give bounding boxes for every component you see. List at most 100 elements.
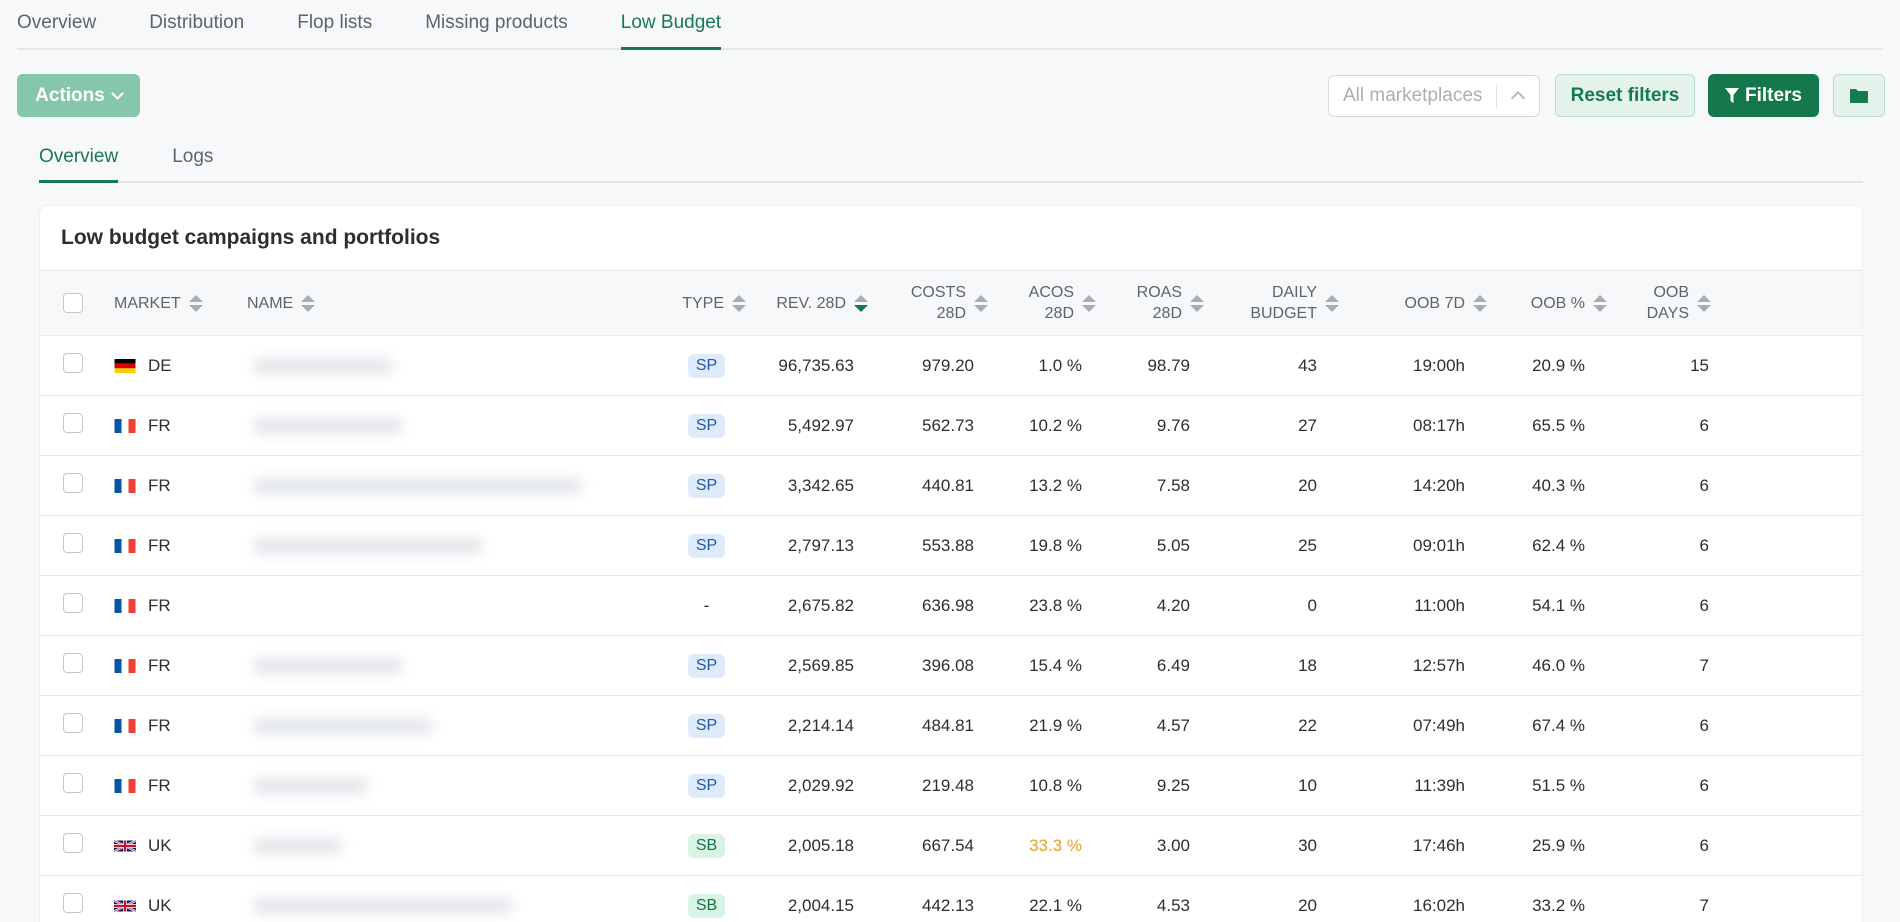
daily-budget-cell: 18: [1212, 635, 1347, 696]
header-oob-pct[interactable]: OOB %: [1495, 270, 1615, 336]
header-daily-budget[interactable]: DAILY BUDGET: [1212, 270, 1347, 336]
tab-overview[interactable]: Overview: [17, 12, 97, 33]
header-type[interactable]: TYPE: [659, 270, 754, 336]
sort-icon[interactable]: [1325, 294, 1339, 312]
reset-filters-button[interactable]: Reset filters: [1555, 74, 1695, 117]
sort-icon[interactable]: [1082, 294, 1096, 312]
flag-uk-icon: [114, 899, 136, 912]
oob-days-cell: 6: [1615, 515, 1739, 576]
row-checkbox[interactable]: [63, 713, 83, 733]
sort-icon[interactable]: [1697, 294, 1711, 312]
header-rev[interactable]: REV. 28D: [754, 270, 876, 336]
name-cell[interactable]: [239, 395, 659, 456]
sort-icon[interactable]: [732, 294, 746, 312]
sort-icon[interactable]: [301, 294, 316, 312]
type-cell: SP: [659, 755, 754, 816]
header-oob-days[interactable]: OOB DAYS: [1615, 270, 1739, 336]
rev-cell: 2,029.92: [754, 755, 876, 816]
sort-icon[interactable]: [1190, 294, 1204, 312]
header-acos[interactable]: ACOS 28D: [996, 270, 1104, 336]
row-checkbox[interactable]: [63, 833, 83, 853]
name-cell[interactable]: [239, 815, 659, 876]
header-name[interactable]: NAME: [239, 270, 659, 336]
header-oob-7d[interactable]: OOB 7D: [1347, 270, 1495, 336]
table-row[interactable]: FR SP 2,214.14 484.81 21.9 % 4.57 22 07:49h 67.4…: [40, 695, 1862, 756]
row-select-cell: [40, 455, 106, 516]
header-market[interactable]: MARKET: [106, 270, 239, 336]
name-cell[interactable]: [239, 695, 659, 756]
acos-cell: 19.8 %: [996, 515, 1104, 576]
name-cell[interactable]: [239, 875, 659, 922]
oob-days-cell: 6: [1615, 695, 1739, 756]
tab-distribution[interactable]: Distribution: [149, 12, 245, 33]
sort-desc-icon[interactable]: [854, 294, 868, 312]
rev-cell: 2,004.15: [754, 875, 876, 922]
table-row[interactable]: FR SP 3,342.65 440.81 13.2 % 7.58 20 14:20h 40.3…: [40, 455, 1862, 516]
costs-cell: 562.73: [876, 395, 996, 456]
chevron-up-icon[interactable]: [1510, 90, 1526, 106]
name-cell[interactable]: [239, 335, 659, 396]
tab-low-budget[interactable]: Low Budget: [620, 0, 722, 50]
row-checkbox[interactable]: [63, 533, 83, 553]
row-checkbox[interactable]: [63, 773, 83, 793]
table-row[interactable]: FR - 2,675.82 636.98 23.8 % 4.20 0 11:00h 54.1 %…: [40, 575, 1862, 636]
type-cell: SP: [659, 515, 754, 576]
sort-icon[interactable]: [188, 294, 203, 312]
row-checkbox[interactable]: [63, 893, 83, 913]
marketplace-select[interactable]: All marketplaces: [1328, 75, 1540, 117]
row-select-cell: [40, 695, 106, 756]
tab-flop-lists[interactable]: Flop lists: [297, 12, 373, 33]
name-cell[interactable]: [239, 515, 659, 576]
name-cell[interactable]: [239, 635, 659, 696]
acos-cell: 1.0 %: [996, 335, 1104, 396]
rev-cell: 2,797.13: [754, 515, 876, 576]
select-all-checkbox[interactable]: [63, 293, 83, 313]
table-row[interactable]: FR SP 5,492.97 562.73 10.2 % 9.76 27 08:17h 65.5…: [40, 395, 1862, 456]
name-cell[interactable]: [239, 575, 659, 636]
subtab-overview[interactable]: Overview: [39, 138, 119, 183]
flag-fr-icon: [114, 718, 136, 733]
costs-cell: 667.54: [876, 815, 996, 876]
market-cell: DE: [106, 335, 239, 396]
tab-missing-products[interactable]: Missing products: [425, 12, 568, 33]
type-cell: -: [659, 575, 754, 636]
filters-button[interactable]: Filters: [1708, 74, 1819, 117]
row-spacer: [1739, 815, 1862, 876]
header-costs[interactable]: COSTS 28D: [876, 270, 996, 336]
row-checkbox[interactable]: [63, 473, 83, 493]
oob-days-cell: 6: [1615, 815, 1739, 876]
table-row[interactable]: UK SB 2,005.18 667.54 33.3 % 3.00 30 17:46h 25.9…: [40, 815, 1862, 876]
folder-button[interactable]: [1833, 74, 1885, 117]
table-row[interactable]: FR SP 2,029.92 219.48 10.8 % 9.25 10 11:39h 51.5…: [40, 755, 1862, 816]
row-checkbox[interactable]: [63, 413, 83, 433]
table-row[interactable]: FR SP 2,569.85 396.08 15.4 % 6.49 18 12:57h 46.0…: [40, 635, 1862, 696]
table-row[interactable]: DE SP 96,735.63 979.20 1.0 % 98.79 43 19:00h 20.…: [40, 335, 1862, 396]
oob-days-cell: 7: [1615, 875, 1739, 922]
redacted-name: [253, 777, 368, 794]
table-row[interactable]: FR SP 2,797.13 553.88 19.8 % 5.05 25 09:01h 62.4…: [40, 515, 1862, 576]
oob-days-cell: 6: [1615, 755, 1739, 816]
actions-button[interactable]: Actions: [17, 74, 140, 117]
sort-icon[interactable]: [1593, 294, 1607, 312]
acos-cell: 15.4 %: [996, 635, 1104, 696]
row-checkbox[interactable]: [63, 353, 83, 373]
type-empty: -: [703, 595, 710, 615]
sort-icon[interactable]: [974, 294, 988, 312]
market-code: FR: [148, 415, 171, 435]
market-code: FR: [148, 775, 171, 795]
header-roas[interactable]: ROAS 28D: [1104, 270, 1212, 336]
table-row[interactable]: UK SB 2,004.15 442.13 22.1 % 4.53 20 16:02h 33.2…: [40, 875, 1862, 922]
name-cell[interactable]: [239, 755, 659, 816]
rev-cell: 3,342.65: [754, 455, 876, 516]
redacted-name: [253, 717, 433, 734]
name-cell[interactable]: [239, 455, 659, 516]
row-checkbox[interactable]: [63, 593, 83, 613]
sort-icon[interactable]: [1473, 294, 1487, 312]
folder-icon: [1850, 88, 1868, 103]
flag-de-icon: [114, 358, 136, 373]
subtab-logs[interactable]: Logs: [172, 146, 214, 167]
rev-cell: 2,005.18: [754, 815, 876, 876]
oob-pct-cell: 67.4 %: [1495, 695, 1615, 756]
flag-fr-icon: [114, 598, 136, 613]
row-checkbox[interactable]: [63, 653, 83, 673]
